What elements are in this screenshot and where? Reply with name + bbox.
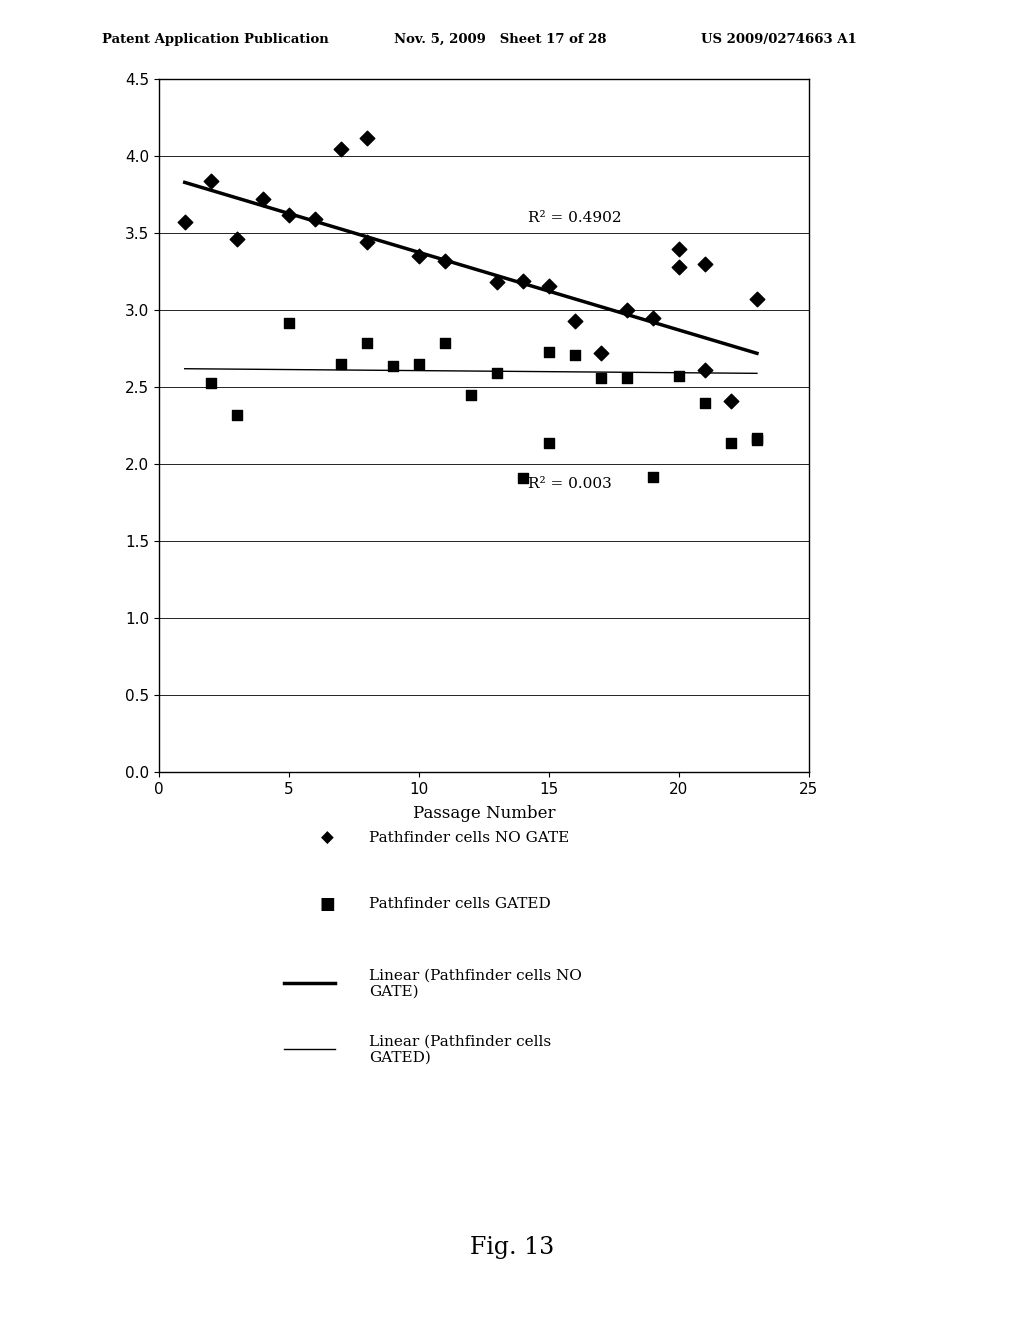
Point	[385, 355, 401, 376]
Point	[411, 354, 427, 375]
Point	[358, 232, 375, 253]
Point	[228, 404, 245, 425]
Point	[203, 170, 219, 191]
Point	[566, 310, 583, 331]
Text: ◆: ◆	[322, 829, 334, 847]
Point	[306, 209, 323, 230]
Point	[488, 363, 505, 384]
Point	[488, 272, 505, 293]
Point	[203, 372, 219, 393]
Text: R² = 0.003: R² = 0.003	[528, 478, 611, 491]
Text: Fig. 13: Fig. 13	[470, 1236, 554, 1259]
Point	[411, 246, 427, 267]
Point	[723, 432, 739, 453]
Text: Patent Application Publication: Patent Application Publication	[102, 33, 329, 46]
Text: Linear (Pathfinder cells NO
GATE): Linear (Pathfinder cells NO GATE)	[369, 969, 582, 998]
Point	[696, 359, 713, 380]
Point	[176, 213, 193, 234]
X-axis label: Passage Number: Passage Number	[413, 805, 555, 822]
Text: ■: ■	[319, 895, 336, 913]
Point	[436, 251, 453, 272]
Point	[358, 331, 375, 352]
Text: Linear (Pathfinder cells
GATED): Linear (Pathfinder cells GATED)	[369, 1035, 551, 1064]
Point	[696, 392, 713, 413]
Point	[541, 341, 557, 362]
Point	[671, 256, 687, 277]
Text: Pathfinder cells GATED: Pathfinder cells GATED	[369, 898, 550, 911]
Point	[645, 466, 662, 487]
Point	[696, 253, 713, 275]
Point	[566, 345, 583, 366]
Point	[281, 312, 297, 333]
Point	[593, 367, 609, 388]
Point	[671, 238, 687, 259]
Point	[618, 367, 635, 388]
Point	[645, 308, 662, 329]
Text: Pathfinder cells NO GATE: Pathfinder cells NO GATE	[369, 832, 569, 845]
Text: R² = 0.4902: R² = 0.4902	[528, 211, 622, 224]
Point	[618, 300, 635, 321]
Text: US 2009/0274663 A1: US 2009/0274663 A1	[701, 33, 857, 46]
Point	[749, 428, 765, 449]
Point	[436, 331, 453, 352]
Point	[671, 366, 687, 387]
Point	[333, 139, 349, 160]
Point	[515, 467, 531, 488]
Point	[358, 127, 375, 148]
Point	[749, 429, 765, 450]
Point	[593, 343, 609, 364]
Point	[228, 228, 245, 249]
Point	[255, 189, 271, 210]
Point	[333, 354, 349, 375]
Point	[541, 275, 557, 296]
Point	[515, 271, 531, 292]
Text: Nov. 5, 2009   Sheet 17 of 28: Nov. 5, 2009 Sheet 17 of 28	[394, 33, 607, 46]
Point	[463, 384, 479, 405]
Point	[281, 205, 297, 226]
Point	[541, 432, 557, 453]
Point	[749, 289, 765, 310]
Point	[723, 391, 739, 412]
